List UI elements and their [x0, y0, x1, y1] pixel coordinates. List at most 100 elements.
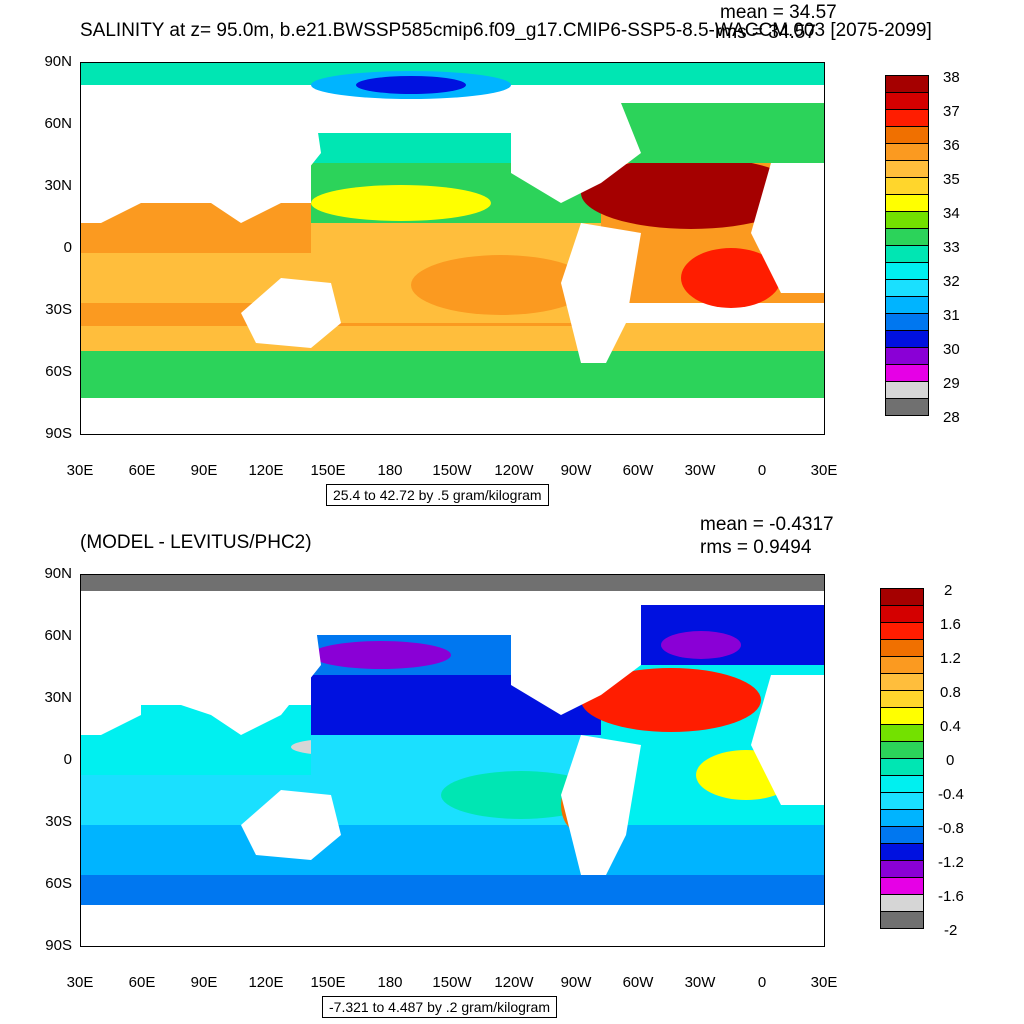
colorbar-swatch [880, 724, 924, 742]
colorbar-swatch [880, 741, 924, 759]
lon-label: 30E [66, 462, 94, 479]
lon-label: 90W [560, 974, 592, 991]
colorbar-swatch [885, 228, 929, 246]
colorbar-swatch [885, 262, 929, 280]
colorbar-label: 35 [943, 171, 960, 188]
lon-label: 90W [560, 462, 592, 479]
colorbar-swatch [885, 194, 929, 212]
lon-label: 30E [810, 462, 838, 479]
colorbar-swatch [885, 160, 929, 178]
lon-label: 90E [190, 462, 218, 479]
lon-label: 120E [248, 974, 284, 991]
colorbar-label: 2 [944, 582, 953, 599]
colorbar-label: -2 [944, 922, 958, 939]
colorbar: 2 1.6 1.2 0.8 0.4 0 -0.4 -0.8 -1.2 -1.6 … [880, 582, 1010, 939]
lon-label: 150W [432, 462, 472, 479]
lon-label: 180 [377, 462, 403, 479]
colorbar-swatch [880, 792, 924, 810]
lat-label: 90S [45, 425, 72, 442]
lat-label: 90S [45, 937, 72, 954]
colorbar-label: -0.4 [938, 786, 964, 803]
colorbar-swatch [880, 588, 924, 606]
lon-label: 0 [757, 462, 767, 479]
colorbar-swatch [880, 843, 924, 861]
colorbar-swatch [880, 877, 924, 895]
difference-map-graphic [81, 575, 824, 946]
colorbar-swatch [885, 126, 929, 144]
lat-label: 90N [44, 565, 72, 582]
lon-label: 150E [310, 974, 346, 991]
salinity-panel: SALINITY at z= 95.0m, b.e21.BWSSP585cmip… [44, 2, 1015, 506]
colorbar-label: 36 [943, 137, 960, 154]
lat-label: 0 [63, 751, 72, 768]
colorbar-swatch [880, 809, 924, 827]
colorbar-swatch [885, 381, 929, 399]
lon-label: 180 [377, 974, 403, 991]
lat-label: 90N [44, 53, 72, 70]
colorbar-swatch [880, 707, 924, 725]
colorbar-swatch [885, 398, 929, 416]
contour-info: 25.4 to 42.72 by .5 gram/kilogram [326, 484, 549, 506]
colorbar-label: 30 [943, 341, 960, 358]
contour-info: -7.321 to 4.487 by .2 gram/kilogram [322, 996, 558, 1018]
colorbar-swatch [880, 911, 924, 929]
colorbar-label: 28 [943, 409, 960, 426]
colorbar-label: 1.2 [940, 650, 961, 667]
colorbar-swatch [880, 639, 924, 657]
lon-label: 90E [190, 974, 218, 991]
lon-label: 60W [622, 462, 654, 479]
colorbar-label: 1.6 [940, 616, 961, 633]
lat-label: 60S [45, 875, 72, 892]
colorbar-label: 31 [943, 307, 960, 324]
colorbar-swatch [880, 690, 924, 708]
lat-label: 60N [44, 627, 72, 644]
colorbar-swatch [885, 109, 929, 127]
mean-label: mean = 34.57 [720, 2, 837, 23]
colorbar: 38 37 36 35 34 33 32 31 30 29 28 [885, 69, 1015, 426]
lat-label: 30S [45, 813, 72, 830]
lat-label: 30N [44, 177, 72, 194]
colorbar-swatch [880, 656, 924, 674]
lat-label: 30S [45, 301, 72, 318]
colorbar-label: 38 [943, 69, 960, 86]
colorbar-swatch [880, 605, 924, 623]
lat-label: 60N [44, 115, 72, 132]
colorbar-label: 0 [946, 752, 955, 769]
lon-label: 120E [248, 462, 284, 479]
colorbar-swatch [885, 364, 929, 382]
colorbar-label: -1.6 [938, 888, 964, 905]
colorbar-swatch [885, 211, 929, 229]
colorbar-swatch [885, 347, 929, 365]
colorbar-swatch [880, 826, 924, 844]
colorbar-swatch [885, 177, 929, 195]
colorbar-swatch [885, 92, 929, 110]
salinity-map-graphic [81, 63, 824, 434]
colorbar-swatch [885, 143, 929, 161]
colorbar-label: 0.4 [940, 718, 961, 735]
colorbar-swatch [880, 673, 924, 691]
colorbar-label: 0.8 [940, 684, 961, 701]
rms-label: rms = 34.57 [715, 22, 816, 43]
lon-label: 0 [757, 974, 767, 991]
colorbar-label: -1.2 [938, 854, 964, 871]
difference-map [80, 574, 825, 947]
colorbar-label: 29 [943, 375, 960, 392]
mean-label: mean = -0.4317 [700, 514, 834, 535]
panel-title: (MODEL - LEVITUS/PHC2) [80, 532, 312, 553]
colorbar-swatch [885, 245, 929, 263]
colorbar-swatch [880, 775, 924, 793]
colorbar-swatch [880, 758, 924, 776]
colorbar-swatch [885, 330, 929, 348]
lon-label: 120W [494, 974, 534, 991]
lon-label: 30W [684, 462, 716, 479]
colorbar-swatch [880, 894, 924, 912]
lat-label: 30N [44, 689, 72, 706]
lon-label: 60W [622, 974, 654, 991]
lon-label: 30E [66, 974, 94, 991]
colorbar-label: 37 [943, 103, 960, 120]
lon-label: 150E [310, 462, 346, 479]
colorbar-label: 34 [943, 205, 960, 222]
colorbar-swatch [885, 75, 929, 93]
lon-label: 60E [128, 462, 156, 479]
panel-title: SALINITY at z= 95.0m, b.e21.BWSSP585cmip… [80, 20, 932, 41]
